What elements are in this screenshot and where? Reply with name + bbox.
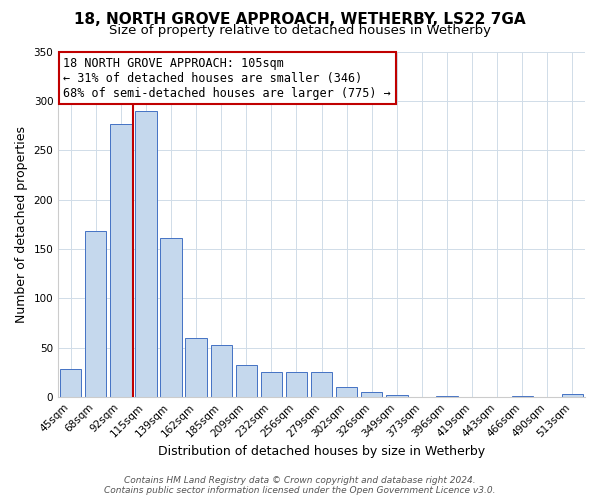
Text: 18, NORTH GROVE APPROACH, WETHERBY, LS22 7GA: 18, NORTH GROVE APPROACH, WETHERBY, LS22… bbox=[74, 12, 526, 28]
Bar bbox=[136, 111, 157, 397]
Bar bbox=[160, 238, 182, 397]
Bar bbox=[261, 372, 282, 397]
Bar bbox=[361, 392, 382, 397]
Bar bbox=[386, 395, 407, 397]
Text: Contains HM Land Registry data © Crown copyright and database right 2024.
Contai: Contains HM Land Registry data © Crown c… bbox=[104, 476, 496, 495]
Bar bbox=[110, 124, 131, 397]
Bar bbox=[85, 232, 106, 397]
Bar bbox=[185, 338, 207, 397]
Bar bbox=[286, 372, 307, 397]
Bar bbox=[562, 394, 583, 397]
Bar bbox=[236, 364, 257, 397]
Bar bbox=[311, 372, 332, 397]
Text: 18 NORTH GROVE APPROACH: 105sqm
← 31% of detached houses are smaller (346)
68% o: 18 NORTH GROVE APPROACH: 105sqm ← 31% of… bbox=[64, 56, 391, 100]
Y-axis label: Number of detached properties: Number of detached properties bbox=[15, 126, 28, 323]
Bar bbox=[60, 368, 82, 397]
Bar bbox=[336, 388, 358, 397]
Bar bbox=[211, 345, 232, 397]
Text: Size of property relative to detached houses in Wetherby: Size of property relative to detached ho… bbox=[109, 24, 491, 37]
Bar bbox=[436, 396, 458, 397]
Bar bbox=[512, 396, 533, 397]
X-axis label: Distribution of detached houses by size in Wetherby: Distribution of detached houses by size … bbox=[158, 444, 485, 458]
